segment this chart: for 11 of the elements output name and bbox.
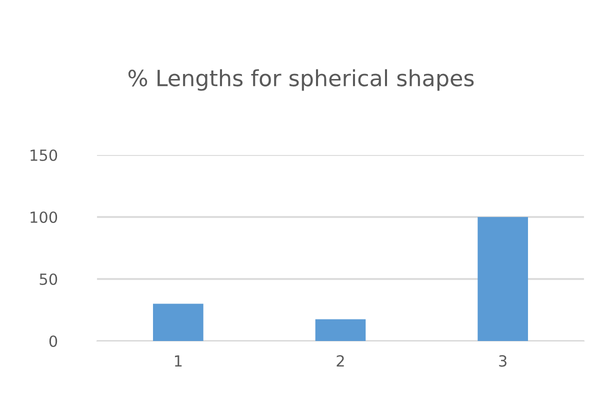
y-tick-label: 0 [49, 335, 58, 348]
x-tick-label: 3 [499, 355, 506, 367]
bar [478, 217, 528, 341]
bar [153, 304, 204, 341]
y-tick-label: 100 [30, 211, 58, 224]
x-tick-label: 2 [336, 355, 344, 366]
chart-title: % Lengths for spherical shapes [128, 69, 474, 91]
bar [315, 319, 366, 341]
y-tick-label: 150 [30, 149, 58, 162]
x-tick-label: 1 [174, 355, 182, 366]
y-tick-label: 50 [40, 273, 58, 286]
